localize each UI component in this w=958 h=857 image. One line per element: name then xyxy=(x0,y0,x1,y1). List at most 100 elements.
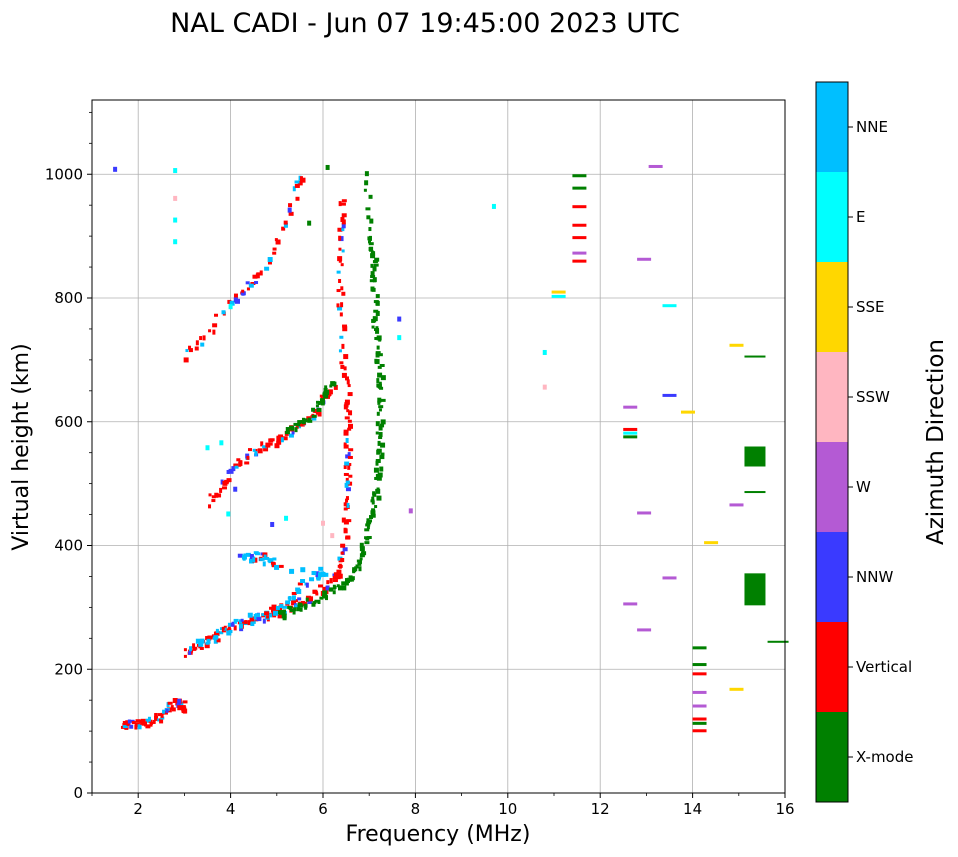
echo-mark xyxy=(368,227,372,232)
echo-mark xyxy=(340,364,345,369)
echo-mark xyxy=(345,536,351,540)
echo-mark xyxy=(284,515,289,521)
echo-mark xyxy=(189,646,193,652)
echo-mark xyxy=(285,427,290,433)
echo-mark xyxy=(380,398,386,402)
echo-mark xyxy=(216,493,222,498)
echo-mark xyxy=(145,724,151,729)
echo-mark xyxy=(257,448,263,454)
echo-mark xyxy=(126,722,131,726)
echo-mark xyxy=(227,622,231,627)
echo-mark xyxy=(228,468,234,474)
echo-mark xyxy=(375,431,379,435)
y-tick-label: 200 xyxy=(54,660,83,678)
echo-mark xyxy=(296,607,301,612)
echo-mark xyxy=(274,564,280,570)
echo-mark xyxy=(373,309,379,313)
echo-mark xyxy=(314,599,320,603)
echo-mark xyxy=(219,440,224,446)
echo-mark xyxy=(346,502,350,508)
echo-mark xyxy=(375,460,379,466)
echo-mark xyxy=(375,421,380,427)
echo-mark xyxy=(145,718,150,723)
echo-mark xyxy=(372,266,377,272)
echo-mark xyxy=(160,716,165,720)
echo-mark xyxy=(289,568,295,574)
echo-mark xyxy=(349,576,355,581)
echo-mark xyxy=(247,612,253,618)
echo-mark xyxy=(340,202,346,206)
echo-mark xyxy=(378,408,382,412)
echo-mark xyxy=(120,725,124,729)
echo-mark xyxy=(226,511,231,517)
y-tick-label: 0 xyxy=(73,784,83,802)
echo-mark xyxy=(305,582,309,588)
echo-mark xyxy=(183,648,187,652)
echo-mark xyxy=(343,465,347,470)
echo-mark xyxy=(375,458,381,463)
echo-mark xyxy=(267,257,273,263)
echo-mark xyxy=(311,415,317,421)
echo-mark xyxy=(249,616,255,622)
echo-mark xyxy=(304,604,308,610)
echo-mark xyxy=(139,720,145,724)
echo-mark xyxy=(345,480,350,485)
echo-mark xyxy=(242,557,246,561)
echo-mark xyxy=(375,310,380,316)
echo-mark xyxy=(211,499,216,503)
echo-mark xyxy=(662,393,677,397)
echo-mark xyxy=(572,186,587,190)
echo-mark xyxy=(338,585,344,591)
colorbar-segment xyxy=(816,712,848,802)
echo-mark xyxy=(336,569,342,575)
echo-mark xyxy=(324,572,329,577)
echo-mark xyxy=(241,554,247,560)
echo-mark xyxy=(339,335,344,339)
echo-mark xyxy=(264,611,270,616)
echo-mark xyxy=(378,436,383,440)
echo-mark xyxy=(551,294,566,298)
echo-mark xyxy=(154,715,159,721)
echo-mark xyxy=(340,263,344,267)
echo-mark xyxy=(340,551,344,555)
echo-mark xyxy=(377,400,381,405)
echo-mark xyxy=(144,721,148,727)
echo-mark xyxy=(744,355,766,358)
echo-mark xyxy=(368,235,372,241)
echo-mark xyxy=(374,336,378,340)
colorbar-segment xyxy=(816,82,848,172)
echo-mark xyxy=(359,557,363,561)
echo-mark xyxy=(332,576,338,580)
echo-mark xyxy=(542,349,547,355)
echo-mark xyxy=(380,442,386,448)
echo-mark xyxy=(343,502,347,507)
echo-mark xyxy=(247,448,252,452)
echo-mark xyxy=(252,274,258,279)
echo-mark xyxy=(348,474,353,478)
echo-mark xyxy=(298,604,304,608)
echo-mark xyxy=(252,448,256,452)
echo-mark xyxy=(325,164,330,170)
echo-mark xyxy=(319,596,324,600)
x-tick-label: 8 xyxy=(411,800,421,818)
echo-mark xyxy=(282,436,288,441)
echo-mark xyxy=(572,223,587,227)
echo-mark xyxy=(210,635,214,639)
echo-mark xyxy=(333,381,337,387)
echo-mark xyxy=(297,423,301,427)
echo-mark xyxy=(375,352,380,358)
echo-mark xyxy=(319,394,325,398)
echo-mark xyxy=(359,542,364,548)
echo-mark xyxy=(317,400,321,405)
echo-mark xyxy=(170,705,174,711)
echo-mark xyxy=(291,600,297,606)
echo-mark xyxy=(347,427,352,431)
echo-mark xyxy=(343,472,349,476)
echo-mark xyxy=(339,312,343,317)
echo-mark xyxy=(219,631,224,635)
echo-mark xyxy=(231,621,235,627)
echo-mark xyxy=(292,186,296,192)
echo-mark xyxy=(301,600,306,606)
echo-mark xyxy=(364,536,368,540)
echo-mark xyxy=(157,713,162,717)
